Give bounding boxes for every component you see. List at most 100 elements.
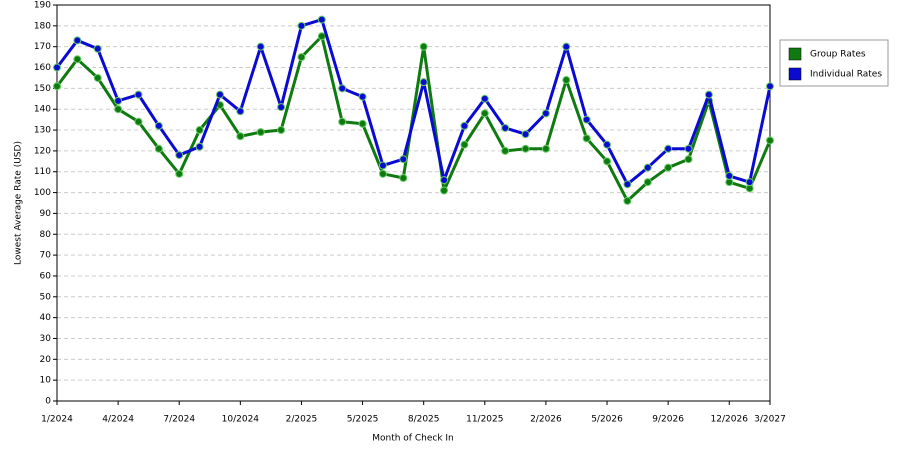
point [236, 132, 245, 141]
point [114, 96, 123, 105]
point [766, 82, 774, 91]
point [684, 155, 693, 164]
point [664, 144, 673, 153]
point [215, 90, 224, 99]
point [684, 144, 693, 153]
point [582, 134, 591, 143]
y-tick-label: 100 [34, 188, 51, 198]
y-tick-label: 110 [34, 167, 51, 177]
y-tick-label: 50 [40, 292, 52, 302]
point [460, 121, 469, 130]
point [338, 84, 347, 93]
point [541, 109, 550, 118]
y-axis-label: Lowest Average Rate (USD) [14, 141, 24, 265]
point [664, 163, 673, 172]
y-tick-label: 130 [34, 126, 51, 136]
series-line [55, 34, 772, 203]
x-tick-label: 12/2026 [711, 415, 749, 425]
y-tick-label: 150 [34, 84, 51, 94]
point [236, 107, 245, 116]
point [725, 171, 734, 180]
point [195, 142, 204, 151]
series-line [55, 18, 772, 186]
point [277, 103, 286, 112]
point [704, 90, 713, 99]
point [317, 32, 326, 41]
point [175, 169, 184, 178]
point [195, 126, 204, 135]
legend-swatch [788, 67, 802, 81]
point [399, 173, 408, 182]
point [73, 55, 82, 64]
point [501, 123, 510, 132]
y-tick-label: 40 [40, 313, 52, 323]
x-tick-label: 11/2025 [466, 415, 503, 425]
point [358, 119, 367, 128]
plot-frame [56, 4, 771, 402]
point [358, 92, 367, 101]
y-tick-label: 160 [34, 63, 51, 73]
x-tick-label: 5/2026 [591, 415, 623, 425]
y-tick-label: 0 [45, 397, 51, 407]
point [378, 169, 387, 178]
point [317, 15, 326, 24]
legend-label: Individual Rates [810, 70, 882, 80]
point [154, 121, 163, 130]
point [419, 42, 428, 51]
point [623, 196, 632, 205]
y-tick-label: 180 [34, 21, 51, 31]
point [501, 146, 510, 155]
point [93, 44, 102, 53]
point [277, 126, 286, 135]
point [440, 186, 449, 195]
point [419, 78, 428, 87]
point [480, 94, 489, 103]
x-tick-label: 4/2024 [102, 415, 134, 425]
point [460, 140, 469, 149]
point [114, 105, 123, 114]
point [643, 163, 652, 172]
point [399, 155, 408, 164]
y-tick-label: 60 [40, 271, 52, 281]
x-tick-label: 3/2027 [754, 415, 786, 425]
y-tick-label: 190 [34, 1, 51, 11]
point [745, 178, 754, 187]
legend-swatch [788, 47, 802, 61]
point [643, 178, 652, 187]
x-tick-label: 2/2026 [530, 415, 562, 425]
point [256, 128, 265, 137]
point [297, 21, 306, 30]
x-axis-label: Month of Check In [372, 434, 454, 444]
point [521, 144, 530, 153]
y-tick-label: 170 [34, 42, 51, 52]
y-tick-label: 70 [40, 251, 52, 261]
y-tick-label: 120 [34, 146, 51, 156]
point [440, 176, 449, 185]
x-tick-label: 2/2025 [286, 415, 318, 425]
point [297, 53, 306, 62]
point [562, 76, 571, 85]
y-tick-label: 20 [40, 355, 52, 365]
point [175, 151, 184, 160]
x-tick-label: 5/2025 [347, 415, 379, 425]
point [562, 42, 571, 51]
point [766, 136, 774, 145]
y-tick-label: 30 [40, 334, 52, 344]
x-tick-label: 7/2024 [163, 415, 195, 425]
point [521, 130, 530, 139]
point [53, 63, 61, 72]
point [623, 180, 632, 189]
point [93, 73, 102, 82]
x-tick-label: 8/2025 [408, 415, 440, 425]
point [134, 90, 143, 99]
y-tick-label: 140 [34, 105, 51, 115]
point [53, 82, 61, 91]
x-tick-label: 9/2026 [652, 415, 684, 425]
point [73, 36, 82, 45]
y-tick-label: 90 [40, 209, 52, 219]
point [378, 161, 387, 170]
x-tick-label: 10/2024 [222, 415, 260, 425]
x-tick-label: 1/2024 [41, 415, 73, 425]
point [480, 109, 489, 118]
